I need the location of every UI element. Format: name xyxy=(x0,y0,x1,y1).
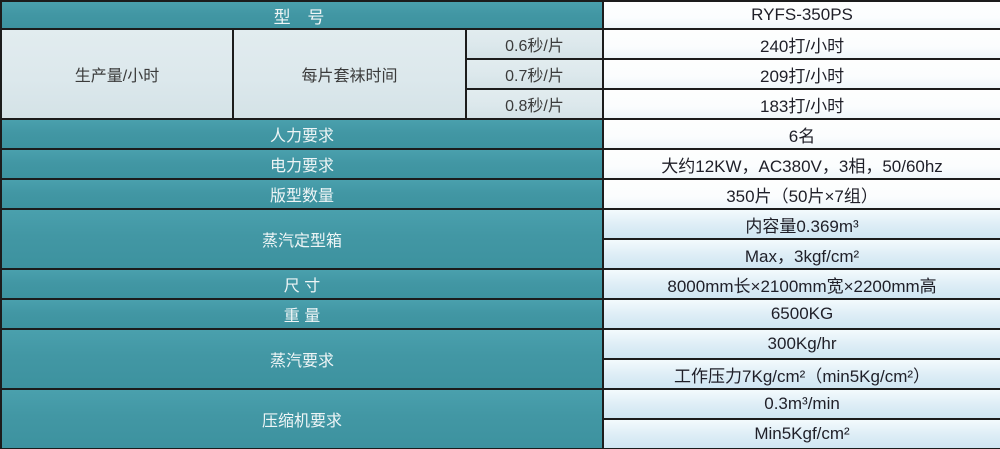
spec-value-cell: 6名 xyxy=(602,118,1000,150)
spec-label-cell: 电力要求 xyxy=(0,148,605,180)
spec-value-cell: 大约12KW，AC380V，3相，50/60hz xyxy=(602,148,1000,180)
spec-value-cell: 0.3m³/min xyxy=(602,388,1000,420)
spec-label-cell: 人力要求 xyxy=(0,118,605,150)
table-row: Max，3kgf/cm² xyxy=(1,238,1000,270)
table-row: 尺 寸 8000mm长×2100mm宽×2200mm高 xyxy=(0,268,1000,300)
time-cell: 0.7秒/片 xyxy=(464,58,605,90)
table-row: 版型数量 350片（50片×7组） xyxy=(0,178,1000,210)
table-row: 工作压力7Kg/cm²（min5Kg/cm²） xyxy=(1,358,1000,390)
spec-label-cell: 压缩机要求 xyxy=(0,388,605,449)
spec-value-cell: 内容量0.369m³ xyxy=(602,208,1000,240)
spec-value-cell: 6500KG xyxy=(602,298,1000,330)
spec-value-cell: Min5Kgf/cm² xyxy=(602,418,1000,449)
table-row: 蒸汽要求 300Kg/hr xyxy=(0,328,1000,390)
model-label-cell: 型 号 xyxy=(0,0,605,30)
production-rate-label-cell: 生产量/小时 xyxy=(0,28,234,120)
spec-value-cell: Max，3kgf/cm² xyxy=(602,238,1000,270)
output-cell: 240打/小时 xyxy=(602,28,1000,60)
model-value-cell: RYFS-350PS xyxy=(602,0,1000,30)
table-row: 型 号 RYFS-350PS xyxy=(0,0,1000,30)
spec-label-cell: 蒸汽定型箱 xyxy=(0,208,605,270)
output-cell: 209打/小时 xyxy=(602,58,1000,90)
table-row: 生产量/小时 每片套袜时间 0.6秒/片 240打/小时 xyxy=(0,28,1000,120)
spec-value-cell: 工作压力7Kg/cm²（min5Kg/cm²） xyxy=(602,358,1000,390)
table-row: 0.8秒/片 183打/小时 xyxy=(1,88,1000,120)
spec-label-cell: 蒸汽要求 xyxy=(0,328,605,390)
table-row: 压缩机要求 0.3m³/min xyxy=(0,388,1000,449)
spec-value-cell: 350片（50片×7组） xyxy=(602,178,1000,210)
sock-time-label-cell: 每片套袜时间 xyxy=(232,28,467,120)
table-row: 人力要求 6名 xyxy=(0,118,1000,150)
output-cell: 183打/小时 xyxy=(602,88,1000,120)
table-row: Min5Kgf/cm² xyxy=(1,418,1000,449)
time-cell: 0.6秒/片 xyxy=(464,28,605,60)
spec-value-cell: 8000mm长×2100mm宽×2200mm高 xyxy=(602,268,1000,300)
spec-label-cell: 重 量 xyxy=(0,298,605,330)
spec-label-cell: 版型数量 xyxy=(0,178,605,210)
time-cell: 0.8秒/片 xyxy=(464,88,605,120)
table-row: 重 量 6500KG xyxy=(0,298,1000,330)
table-row: 蒸汽定型箱 内容量0.369m³ xyxy=(0,208,1000,270)
table-row: 电力要求 大约12KW，AC380V，3相，50/60hz xyxy=(0,148,1000,180)
spec-label-cell: 尺 寸 xyxy=(0,268,605,300)
spec-value-cell: 300Kg/hr xyxy=(602,328,1000,360)
